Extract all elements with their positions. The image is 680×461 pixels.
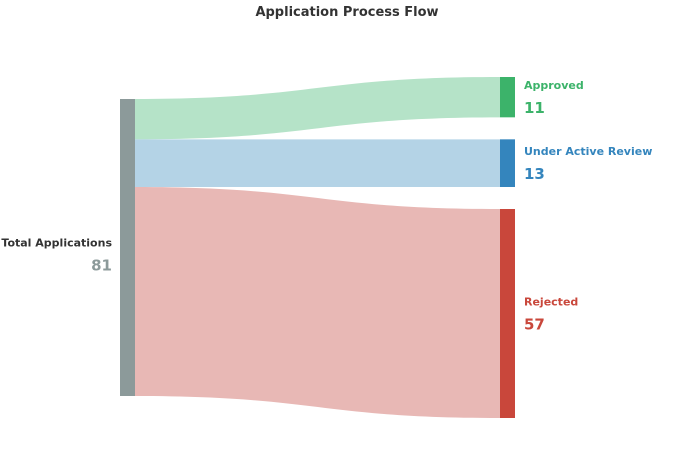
node-rejected bbox=[500, 209, 515, 418]
node-total-applications bbox=[120, 99, 135, 396]
rejected-value: 57 bbox=[524, 316, 545, 334]
flow-links bbox=[135, 77, 500, 418]
link-rejected bbox=[135, 187, 500, 418]
approved-label: Approved bbox=[524, 79, 584, 92]
link-under-active-review bbox=[135, 139, 500, 187]
node-approved bbox=[500, 77, 515, 117]
under-active-review-label: Under Active Review bbox=[524, 145, 652, 158]
source-label: Total Applications bbox=[1, 237, 112, 250]
rejected-label: Rejected bbox=[524, 296, 578, 309]
sankey-chart: Application Process Flow Total Applicati… bbox=[0, 0, 680, 461]
link-approved bbox=[135, 77, 500, 139]
node-under-active-review bbox=[500, 139, 515, 187]
source-value: 81 bbox=[91, 257, 112, 275]
chart-title: Application Process Flow bbox=[255, 5, 438, 20]
under-active-review-value: 13 bbox=[524, 165, 545, 183]
approved-value: 11 bbox=[524, 99, 545, 117]
